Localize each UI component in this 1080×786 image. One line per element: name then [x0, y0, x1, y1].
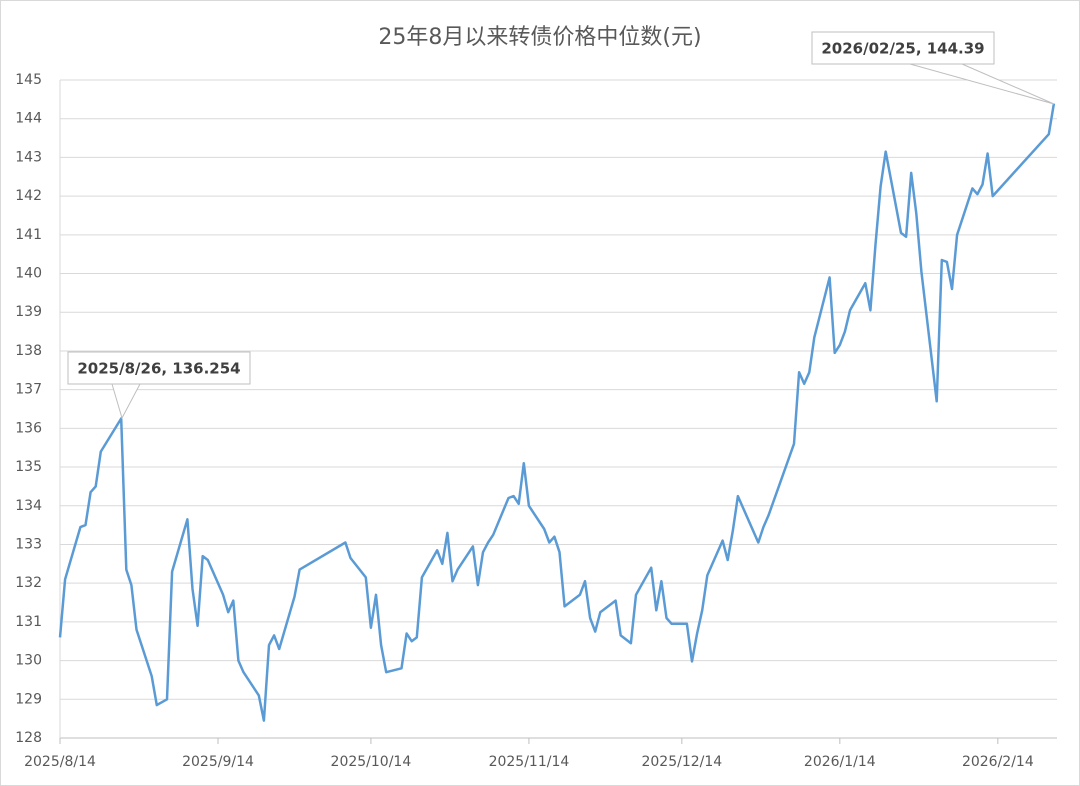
annotation-text: 2026/02/25, 144.39 [821, 40, 984, 58]
y-tick-label: 138 [15, 343, 42, 359]
x-tick-label: 2025/11/14 [489, 754, 570, 770]
y-tick-label: 133 [15, 536, 42, 552]
annotation-box [811, 31, 995, 65]
y-tick-label: 131 [15, 614, 42, 630]
y-tick-label: 135 [15, 459, 42, 475]
y-tick-label: 134 [15, 498, 42, 514]
y-tick-label: 145 [15, 72, 42, 88]
y-tick-label: 141 [15, 227, 42, 243]
x-tick-label: 2025/9/14 [182, 754, 254, 770]
annotation-leader [909, 63, 1055, 105]
y-tick-label: 139 [15, 304, 42, 320]
y-tick-label: 143 [15, 149, 42, 165]
y-tick-label: 128 [15, 730, 42, 746]
annotation-text: 2025/8/26, 136.254 [77, 360, 240, 378]
annotation: 2025/8/26, 136.254 [67, 351, 251, 420]
y-tick-label: 140 [15, 266, 42, 282]
series-line [58, 103, 1056, 722]
y-tick-label: 144 [15, 111, 42, 127]
annotation: 2026/02/25, 144.39 [811, 31, 1055, 105]
y-tick-label: 136 [15, 420, 42, 436]
y-tick-label: 132 [15, 575, 42, 591]
y-tick-label: 137 [15, 382, 42, 398]
x-tick-label: 2026/2/14 [962, 754, 1034, 770]
x-tick-label: 2025/12/14 [641, 754, 722, 770]
y-tick-label: 130 [15, 653, 42, 669]
annotation-leader [111, 383, 141, 420]
annotation-box [67, 351, 251, 385]
chart-title: 25年8月以来转债价格中位数(元) [378, 25, 701, 50]
y-tick-label: 142 [15, 188, 42, 204]
y-tick-label: 129 [15, 691, 42, 707]
x-tick-label: 2025/10/14 [331, 754, 412, 770]
x-tick-label: 2025/8/14 [24, 754, 96, 770]
x-tick-label: 2026/1/14 [804, 754, 876, 770]
